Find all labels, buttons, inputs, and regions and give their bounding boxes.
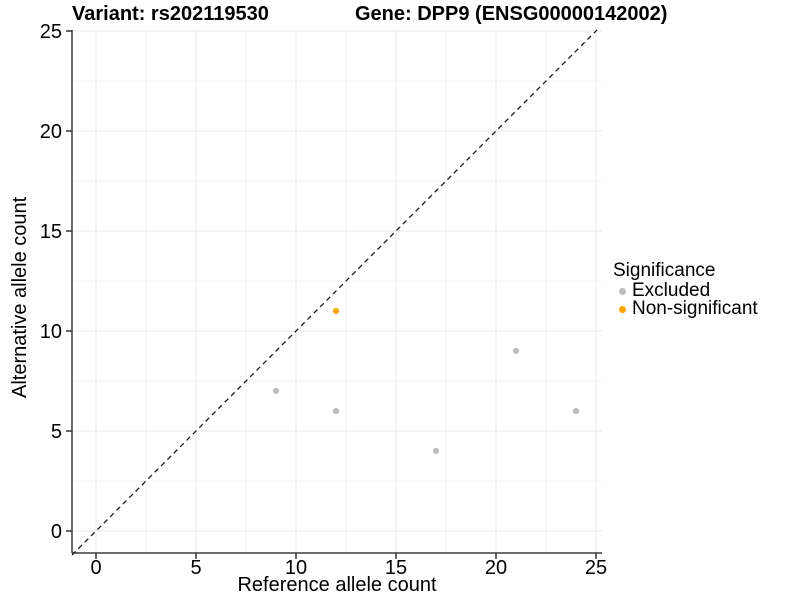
panel-background	[72, 30, 602, 553]
x-tick-label: 5	[190, 557, 201, 579]
excluded-dot-icon	[619, 287, 626, 295]
y-tick-label: 0	[51, 521, 62, 543]
non-significant-dot-icon	[619, 305, 626, 313]
legend-item-non-significant: Non-significant	[613, 298, 758, 319]
y-tick-label: 20	[40, 121, 62, 143]
data-point-excluded	[432, 447, 440, 455]
legend-item-label: Excluded	[632, 280, 711, 301]
data-point-non-significant	[332, 307, 340, 315]
x-tick-label: 0	[90, 557, 101, 579]
gene-title: Gene: DPP9 (ENSG00000142002)	[355, 3, 668, 25]
x-tick-label: 15	[385, 557, 407, 579]
legend-item-excluded: Excluded	[613, 280, 758, 301]
y-axis-title: Alternative allele count	[9, 196, 31, 398]
x-tick-label: 20	[485, 557, 507, 579]
x-axis-title: Reference allele count	[237, 574, 437, 596]
variant-title: Variant: rs202119530	[72, 3, 269, 25]
identity-dashed-line	[71, 29, 598, 556]
data-point-excluded	[572, 407, 580, 415]
legend-title: Significance	[613, 260, 716, 281]
data-point-excluded	[512, 347, 520, 355]
data-point-excluded	[332, 407, 340, 415]
legend: Significance Excluded Non-significant	[613, 260, 758, 319]
x-tick-label: 10	[285, 557, 307, 579]
legend-item-label: Non-significant	[632, 298, 758, 319]
y-tick-label: 15	[40, 221, 62, 243]
y-tick-label: 25	[40, 21, 62, 43]
data-point-excluded	[272, 387, 280, 395]
x-tick-label: 25	[585, 557, 607, 579]
y-tick-label: 5	[51, 421, 62, 443]
y-tick-label: 10	[40, 321, 62, 343]
